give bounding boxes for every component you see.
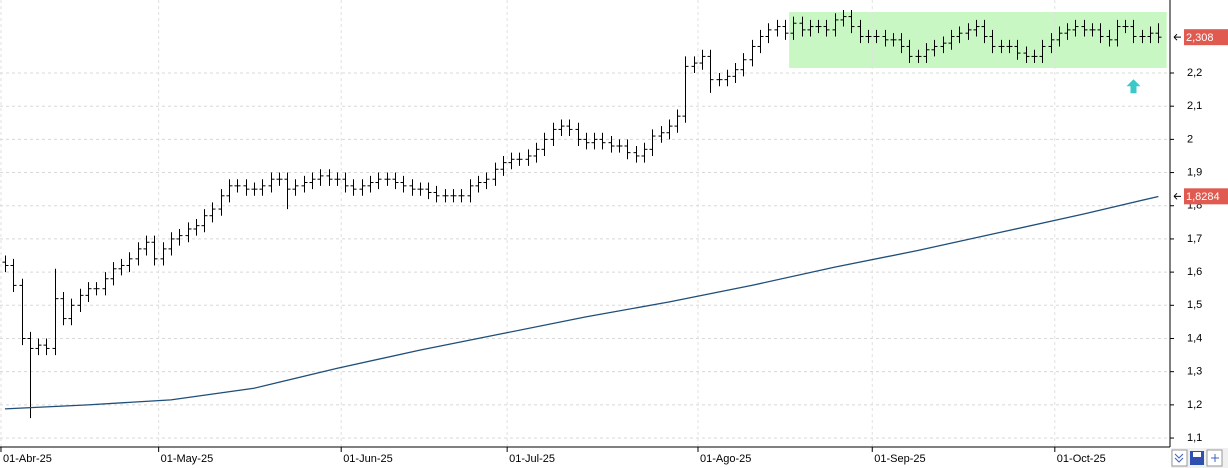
x-tick-label: 01-Jul-25 bbox=[509, 453, 555, 465]
highlight-zone bbox=[789, 11, 1167, 69]
y-tick-label: 1,6 bbox=[1187, 266, 1202, 278]
price-tag bbox=[1184, 29, 1228, 46]
x-tick-label: 01-Abr-25 bbox=[3, 453, 52, 465]
moving-average bbox=[4, 195, 1159, 410]
x-tick-label: 01-Jun-25 bbox=[343, 453, 393, 465]
y-tick-label: 1,9 bbox=[1187, 166, 1202, 178]
y-tick-label: 1,4 bbox=[1187, 332, 1202, 344]
y-tick-label: 1,2 bbox=[1187, 399, 1202, 411]
price-tag-label: 2,308 bbox=[1186, 32, 1214, 44]
price-tag bbox=[1184, 188, 1228, 205]
pin-icon bbox=[1211, 454, 1219, 462]
x-tick-label: 01-May-25 bbox=[161, 453, 214, 465]
y-tick-label: 2,1 bbox=[1187, 100, 1202, 112]
zoom-icon bbox=[1174, 453, 1184, 463]
plot-under bbox=[0, 0, 1170, 447]
price-tag-label: 1,8284 bbox=[1186, 191, 1220, 203]
save-icon bbox=[1193, 452, 1201, 457]
tag-pointer bbox=[1173, 192, 1181, 200]
y-tick-label: 2,2 bbox=[1187, 67, 1202, 79]
y-tick-label: 1,5 bbox=[1187, 299, 1202, 311]
x-tick-label: 01-Oct-25 bbox=[1057, 453, 1106, 465]
tag-pointer bbox=[1173, 33, 1181, 41]
y-tick-label: 1,1 bbox=[1187, 432, 1202, 444]
y-tick-label: 1,7 bbox=[1187, 233, 1202, 245]
y-tick-label: 2 bbox=[1187, 133, 1193, 145]
x-tick-label: 01-Sep-25 bbox=[874, 453, 925, 465]
y-tick-label: 1,3 bbox=[1187, 366, 1202, 378]
signal-arrow bbox=[1126, 79, 1141, 94]
x-tick-label: 01-Ago-25 bbox=[700, 453, 751, 465]
